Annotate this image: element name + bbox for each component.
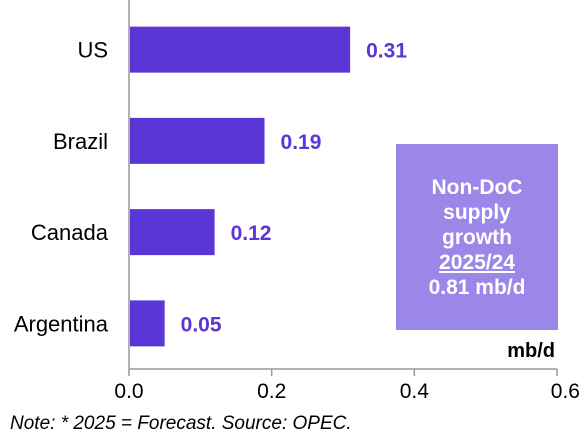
category-label-argentina: Argentina	[14, 311, 109, 336]
value-label-argentina: 0.05	[181, 313, 222, 336]
callout-total: 0.81 mb/d	[428, 275, 526, 299]
bars	[130, 26, 351, 347]
bar-canada	[130, 209, 215, 256]
value-label-canada: 0.12	[231, 222, 272, 245]
source-note: Note: * 2025 = Forecast. Source: OPEC.	[10, 413, 352, 434]
x-tick-label: 0.0	[114, 380, 143, 403]
callout-line-2: supply	[443, 200, 511, 224]
value-labels: 0.31 0.19 0.12 0.05	[181, 40, 408, 337]
supply-growth-callout: Non-DoC supply growth 2025/24 0.81 mb/d	[396, 144, 558, 330]
value-label-brazil: 0.19	[281, 131, 322, 154]
category-label-brazil: Brazil	[53, 129, 108, 154]
value-label-us: 0.31	[366, 40, 407, 63]
callout-line-1: Non-DoC	[431, 175, 523, 199]
category-label-us: US	[77, 38, 108, 63]
x-tick-label: 0.6	[551, 380, 580, 403]
x-tick-label: 0.4	[400, 380, 430, 403]
category-labels: US Brazil Canada Argentina	[14, 38, 109, 337]
bar-us	[130, 26, 351, 73]
bar-argentina	[130, 300, 165, 347]
x-tick-label: 0.2	[257, 380, 286, 403]
category-label-canada: Canada	[31, 220, 109, 245]
callout-line-3: growth	[442, 225, 512, 249]
x-axis-ticks: 0.0 0.2 0.4 0.6	[114, 369, 580, 403]
bar-brazil	[130, 117, 265, 164]
callout-period: 2025/24	[439, 250, 515, 274]
unit-label: mb/d	[507, 340, 555, 362]
